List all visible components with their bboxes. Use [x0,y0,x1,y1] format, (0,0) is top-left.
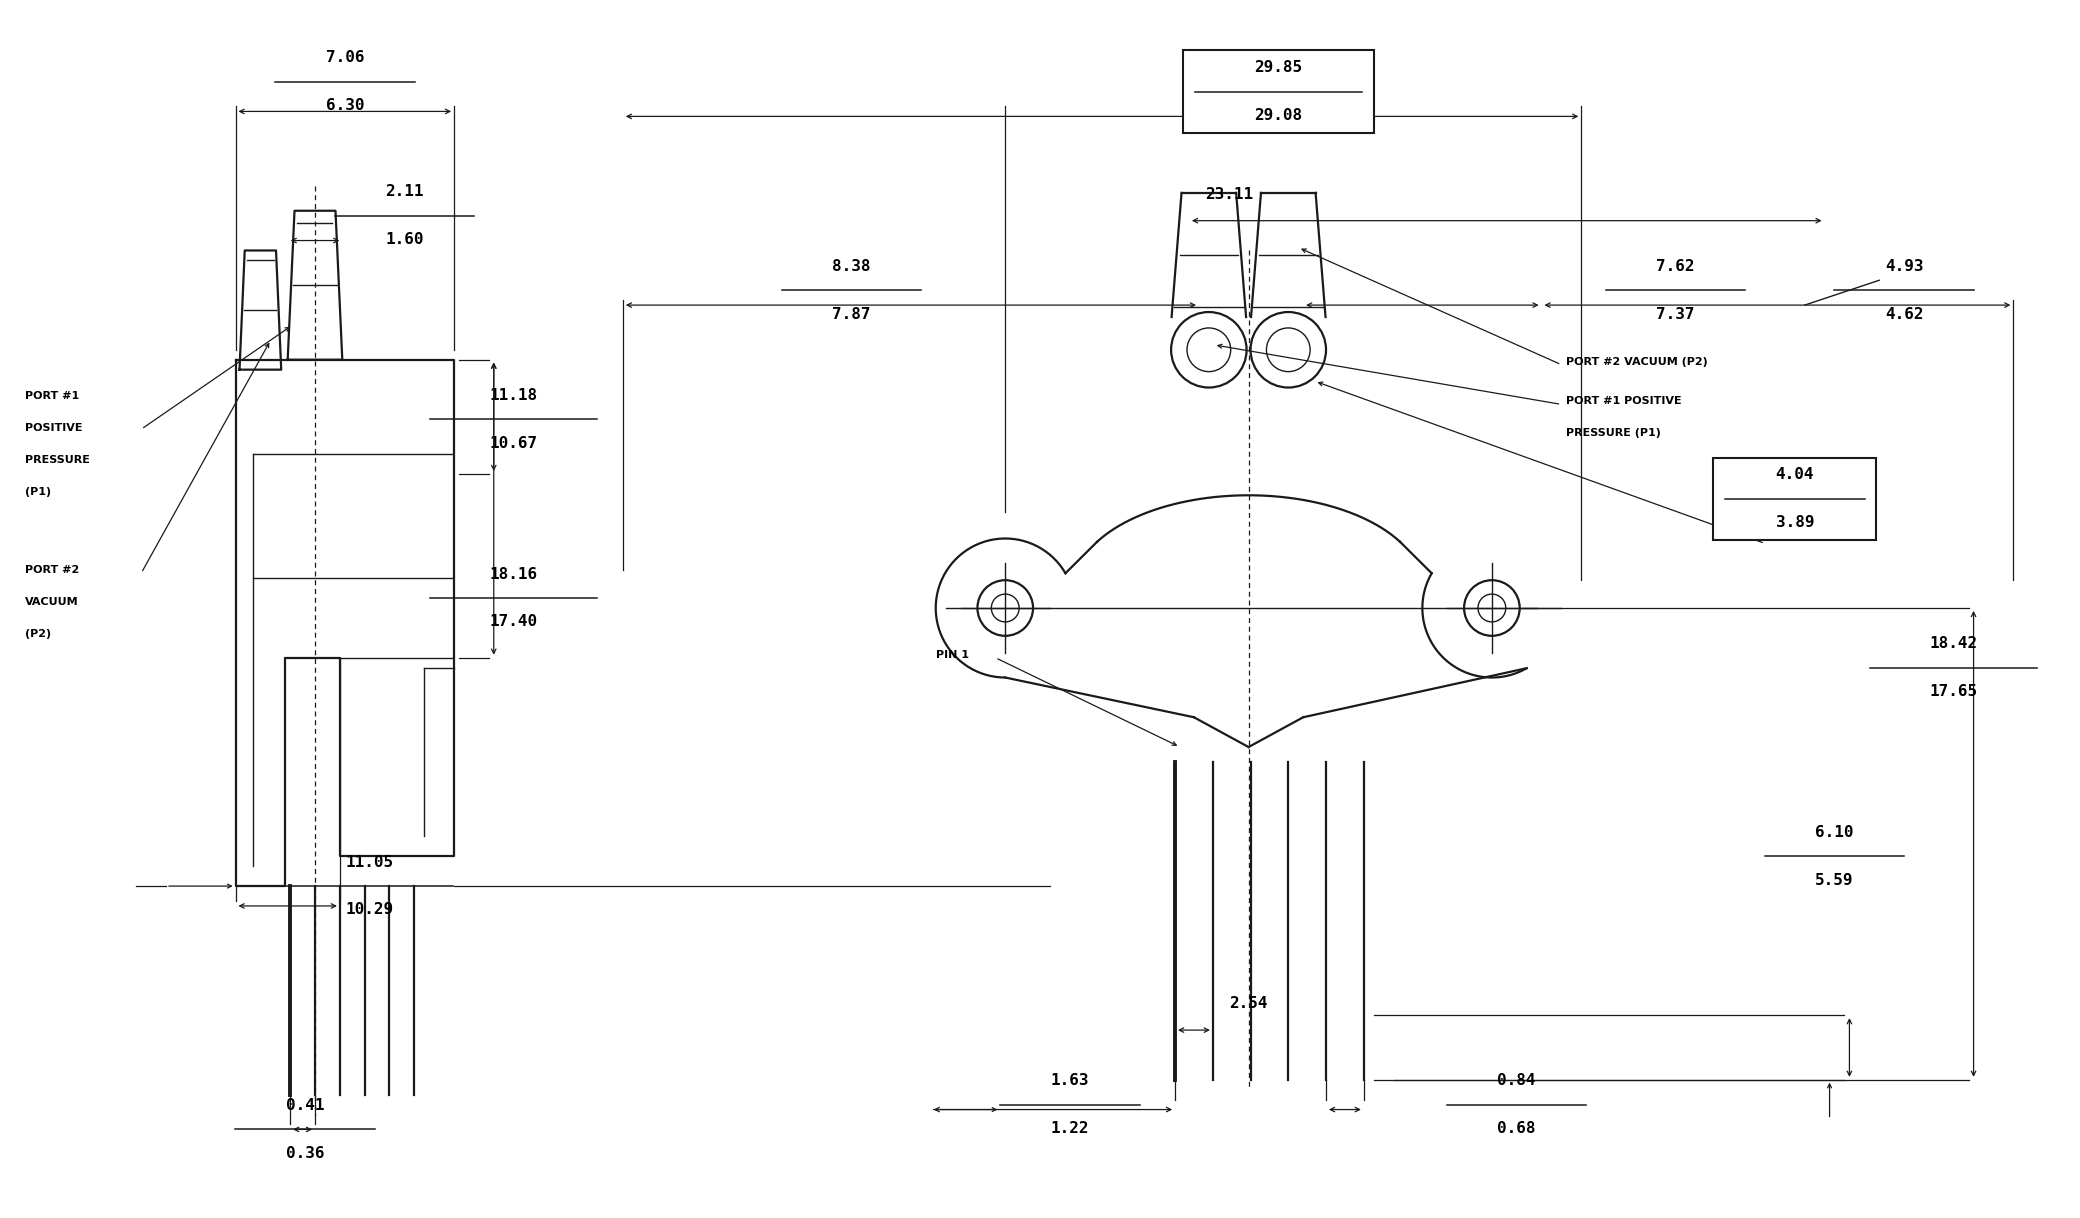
Text: 11.18: 11.18 [489,387,539,403]
Text: POSITIVE: POSITIVE [25,423,83,434]
Text: 29.08: 29.08 [1254,108,1302,123]
Text: 8.38: 8.38 [832,258,872,274]
Text: PORT #1: PORT #1 [25,391,79,402]
Text: 4.04: 4.04 [1776,468,1814,482]
Text: (P1): (P1) [25,487,52,497]
Text: 10.29: 10.29 [345,903,393,917]
Text: 3.89: 3.89 [1776,515,1814,530]
Text: 5.59: 5.59 [1816,872,1853,888]
Text: 7.62: 7.62 [1656,258,1695,274]
Text: 10.67: 10.67 [489,436,539,451]
Text: PRESSURE (P1): PRESSURE (P1) [1566,429,1662,438]
Text: 0.68: 0.68 [1498,1121,1535,1136]
Text: 7.37: 7.37 [1656,307,1695,322]
Text: VACUUM: VACUUM [25,597,79,607]
Text: 4.93: 4.93 [1884,258,1924,274]
Text: 17.40: 17.40 [489,614,539,630]
Text: PRESSURE: PRESSURE [25,456,89,465]
Text: 1.60: 1.60 [385,233,424,247]
FancyBboxPatch shape [1184,50,1373,133]
Text: 1.22: 1.22 [1050,1121,1090,1136]
FancyBboxPatch shape [1714,458,1876,540]
Text: 18.42: 18.42 [1930,636,1978,652]
Text: 0.36: 0.36 [285,1146,324,1161]
Text: PORT #1 POSITIVE: PORT #1 POSITIVE [1566,396,1683,407]
Text: (P2): (P2) [25,628,52,638]
Text: 7.06: 7.06 [327,50,364,66]
Text: 2.11: 2.11 [385,184,424,200]
Text: 4.62: 4.62 [1884,307,1924,322]
Text: 0.84: 0.84 [1498,1073,1535,1088]
Text: 17.65: 17.65 [1930,685,1978,699]
Text: 1.63: 1.63 [1050,1073,1090,1088]
Text: 29.85: 29.85 [1254,60,1302,76]
Text: 3.89: 3.89 [1776,515,1814,530]
Text: 6.10: 6.10 [1816,825,1853,840]
Text: PORT #2 VACUUM (P2): PORT #2 VACUUM (P2) [1566,357,1708,367]
Text: 7.87: 7.87 [832,307,872,322]
Text: PIN 1: PIN 1 [936,649,969,660]
Text: 11.05: 11.05 [345,855,393,870]
Text: 2.54: 2.54 [1229,996,1269,1011]
Text: PORT #2: PORT #2 [25,565,79,575]
Text: 29.85: 29.85 [1254,60,1302,76]
Text: 29.08: 29.08 [1254,108,1302,123]
Text: 18.16: 18.16 [489,566,539,582]
Text: 4.04: 4.04 [1776,468,1814,482]
Text: 0.41: 0.41 [285,1099,324,1113]
Text: 6.30: 6.30 [327,97,364,113]
Text: 23.11: 23.11 [1204,186,1252,202]
